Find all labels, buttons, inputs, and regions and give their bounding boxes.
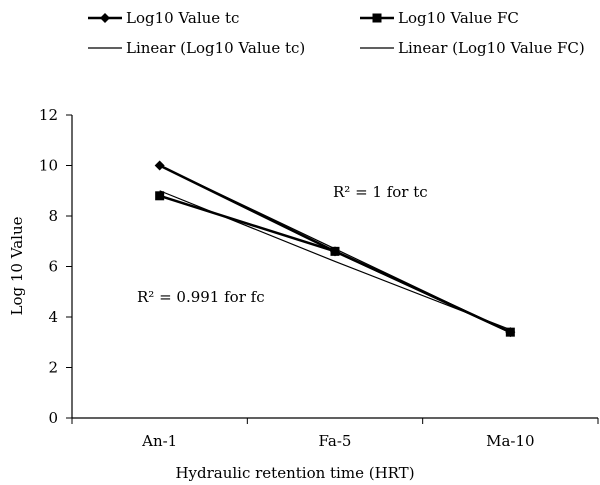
y-ticks: 0 2 4 6 8 10 12	[39, 106, 72, 427]
y-tick-label-5: 10	[39, 157, 58, 175]
x-tick-label-2: Ma-10	[486, 432, 534, 450]
legend-label-3: Linear (Log10 Value FC)	[398, 39, 585, 57]
legend-item-3: Linear (Log10 Value FC)	[360, 39, 585, 57]
series	[154, 160, 516, 338]
legend-item-1: Log10 Value FC	[360, 9, 519, 27]
series-1-point-2	[505, 327, 515, 337]
y-tick-label-2: 4	[48, 308, 58, 326]
legend-label-1: Log10 Value FC	[398, 9, 519, 27]
annotation-fc: R² = 0.991 for fc	[137, 288, 265, 306]
legend-label-2: Linear (Log10 Value tc)	[126, 39, 305, 57]
series-1-point-0	[155, 191, 165, 201]
x-axis-title: Hydraulic retention time (HRT)	[175, 464, 414, 482]
y-tick-label-1: 2	[48, 359, 58, 377]
legend-item-2: Linear (Log10 Value tc)	[88, 39, 305, 57]
x-ticks: An-1 Fa-5 Ma-10	[71, 418, 599, 450]
legend: Log10 Value tc Log10 Value FC Linear (Log1…	[88, 9, 585, 57]
x-tick-label-0: An-1	[141, 432, 177, 450]
annotation-tc: R² = 1 for tc	[333, 183, 428, 201]
series-line-1	[159, 194, 511, 334]
x-tick-label-1: Fa-5	[319, 432, 352, 450]
y-tick-label-6: 12	[39, 106, 58, 124]
y-tick-label-3: 6	[48, 258, 58, 276]
series-0-point-0	[154, 160, 165, 171]
legend-marker-1	[372, 13, 382, 23]
legend-label-0: Log10 Value tc	[126, 9, 239, 27]
legend-item-0: Log10 Value tc	[88, 9, 239, 27]
y-tick-label-4: 8	[48, 207, 58, 225]
y-tick-label-0: 0	[48, 409, 58, 427]
series-1-point-1	[330, 246, 340, 256]
legend-marker-0	[100, 13, 110, 23]
y-axis-title: Log 10 Value	[8, 216, 26, 315]
